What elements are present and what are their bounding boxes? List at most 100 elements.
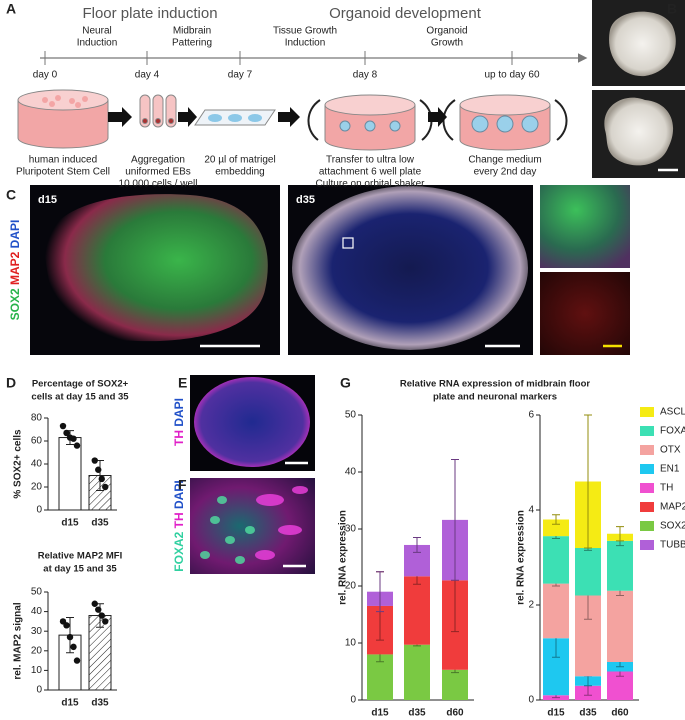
- y-tick-label: 30: [31, 626, 43, 637]
- error-bar: [451, 458, 459, 581]
- data-point: [70, 643, 77, 651]
- bar-segment: [543, 519, 569, 537]
- y-tick-label: 40: [31, 606, 43, 617]
- legend-swatch: [640, 407, 654, 417]
- stage-label: Pattering: [172, 38, 212, 49]
- stage-label: Growth: [431, 38, 463, 49]
- y-tick-label: 0: [36, 505, 42, 516]
- stain: SOX2: [8, 288, 22, 320]
- stain: DAPI: [172, 480, 186, 509]
- y-tick-label: 0: [350, 695, 356, 706]
- legend-label: TUBB3: [660, 540, 685, 551]
- y-tick-label: 50: [31, 587, 43, 598]
- step-caption: Pluripotent Stem Cell: [16, 167, 110, 178]
- y-tick-label: 20: [31, 645, 43, 656]
- y-tick-label: 6: [528, 410, 534, 421]
- stain: FOXA2: [172, 531, 186, 571]
- step-caption: human induced: [29, 155, 97, 166]
- bar-segment: [607, 590, 633, 662]
- step-caption: Change medium: [468, 155, 541, 166]
- x-tick-label: d15: [371, 708, 389, 719]
- x-tick-label: d35: [408, 708, 426, 719]
- x-tick-label: d15: [61, 698, 79, 709]
- panel-label: F: [178, 477, 187, 493]
- y-tick-label: 10: [31, 665, 43, 676]
- data-point: [91, 600, 98, 607]
- y-tick-label: 40: [345, 467, 357, 478]
- chart-title: cells at day 15 and 35: [31, 392, 129, 403]
- legend-swatch: [640, 483, 654, 493]
- y-tick-label: 60: [31, 436, 43, 447]
- step-caption: 10.000 cells / well: [119, 179, 198, 190]
- error-bar: [584, 414, 592, 549]
- panel-label: C: [6, 187, 16, 203]
- legend-label: SOX2: [660, 521, 685, 532]
- legend-swatch: [640, 445, 654, 455]
- panel-label: A: [6, 1, 16, 17]
- data-point: [95, 606, 102, 613]
- data-point: [63, 429, 70, 437]
- stage-label: Induction: [77, 38, 118, 49]
- step-caption: every 2nd day: [474, 167, 537, 178]
- y-axis-label: rel. RNA expression: [338, 510, 349, 605]
- step-caption: Culture on orbital shaker: [316, 179, 426, 190]
- day-label: day 4: [135, 70, 160, 81]
- x-tick-label: d35: [579, 708, 597, 719]
- bar-segment: [404, 576, 430, 645]
- y-tick-label: 0: [528, 695, 534, 706]
- data-point: [70, 435, 77, 442]
- legend-swatch: [640, 502, 654, 512]
- bar-segment: [404, 644, 430, 700]
- panel-label: G: [340, 375, 351, 391]
- th-images: TH DAPI FOXA2 TH DAPI: [172, 375, 315, 574]
- x-tick-label: d60: [446, 708, 464, 719]
- bar-segment: [607, 540, 633, 591]
- data-point: [59, 422, 67, 430]
- stain: DAPI: [8, 220, 22, 249]
- chart-title: Relative MAP2 MFI: [38, 551, 122, 562]
- bar-segment: [442, 669, 468, 700]
- data-point: [91, 457, 98, 464]
- step-caption: Transfer to ultra low: [326, 155, 415, 166]
- image-label: d35: [296, 194, 315, 206]
- y-tick-label: 10: [345, 638, 357, 649]
- fluorescence-images: d15 d35 SOX2 MAP2 DAPI: [8, 185, 630, 355]
- data-point: [102, 618, 109, 625]
- stain: MAP2: [8, 251, 22, 285]
- chart-title: Percentage of SOX2+: [32, 379, 129, 390]
- legend-swatch: [640, 540, 654, 550]
- stage-label: Organoid: [426, 26, 467, 37]
- stage-label: Midbrain: [173, 26, 211, 37]
- chart-title: plate and neuronal markers: [433, 392, 557, 403]
- day-label: day 8: [353, 70, 378, 81]
- data-point: [66, 633, 74, 641]
- data-point: [98, 612, 105, 619]
- legend-swatch: [640, 521, 654, 531]
- y-tick-label: 80: [31, 413, 43, 424]
- data-point: [63, 622, 70, 629]
- y-axis-label: rel. MAP2 signal: [13, 602, 24, 679]
- step-caption: 20 µl of matrigel: [204, 155, 275, 166]
- y-tick-label: 4: [528, 505, 534, 516]
- y-tick-label: 2: [528, 600, 534, 611]
- bar-segment: [543, 583, 569, 639]
- legend-swatch: [640, 464, 654, 474]
- schematic: [17, 53, 588, 151]
- step-caption: Aggregation: [131, 155, 185, 166]
- legend-label: MAP2: [660, 502, 685, 513]
- step-caption: embedding: [215, 167, 264, 178]
- chart-title: Relative RNA expression of midbrain floo…: [400, 379, 591, 390]
- y-tick-label: 20: [31, 482, 43, 493]
- error-bar: [376, 571, 384, 613]
- y-tick-label: 50: [345, 410, 357, 421]
- data-point: [98, 475, 105, 483]
- image-label: d15: [38, 194, 57, 206]
- day-label: up to day 60: [484, 70, 539, 81]
- y-tick-label: 20: [345, 581, 357, 592]
- legend-label: OTX: [660, 445, 681, 456]
- day-label: day 7: [228, 70, 253, 81]
- y-axis-label: % SOX2+ cells: [13, 429, 24, 499]
- stain-label: SOX2 MAP2 DAPI: [8, 220, 22, 321]
- x-tick-label: d35: [91, 518, 109, 529]
